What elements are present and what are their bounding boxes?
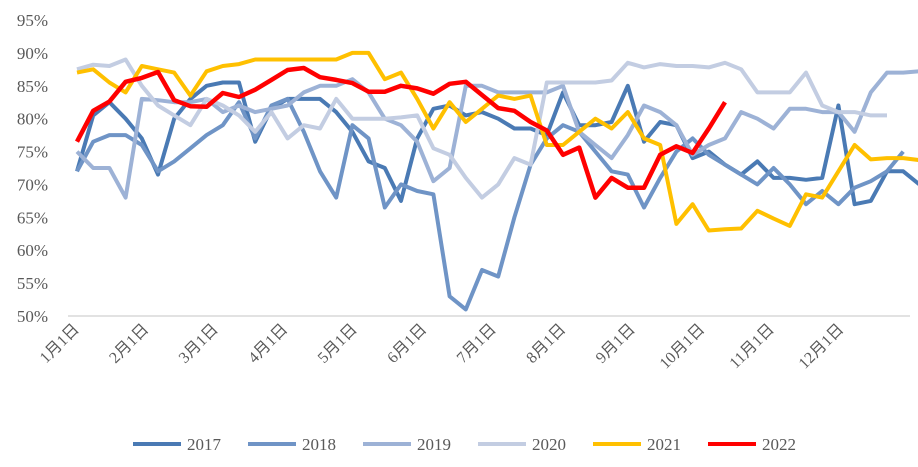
legend-label: 2022 — [762, 435, 796, 454]
x-tick-label: 5月1日 — [315, 321, 361, 367]
legend-label: 2020 — [532, 435, 566, 454]
x-tick-label: 11月1日 — [727, 321, 778, 372]
x-tick-label: 3月1日 — [176, 321, 222, 367]
legend-label: 2017 — [187, 435, 222, 454]
legend-label: 2021 — [647, 435, 681, 454]
x-tick-label: 4月1日 — [245, 321, 291, 367]
legend-label: 2019 — [417, 435, 451, 454]
legend-label: 2018 — [302, 435, 336, 454]
y-tick-label: 95% — [17, 11, 48, 30]
y-tick-label: 85% — [17, 77, 48, 96]
series-line-2019 — [75, 69, 918, 200]
x-tick-label: 8月1日 — [523, 321, 569, 367]
x-tick-label: 7月1日 — [454, 321, 500, 367]
x-tick-label: 12月1日 — [796, 321, 848, 373]
x-tick-label: 1月1日 — [37, 321, 83, 367]
y-tick-label: 55% — [17, 274, 48, 293]
series-line-2018 — [75, 96, 905, 312]
x-tick-label: 10月1日 — [657, 321, 709, 373]
y-tick-label: 65% — [17, 208, 48, 227]
x-tick-label: 6月1日 — [384, 321, 430, 367]
y-tick-label: 90% — [17, 44, 48, 63]
x-tick-label: 9月1日 — [593, 321, 639, 367]
y-tick-label: 50% — [17, 307, 48, 326]
x-tick-label: 2月1日 — [106, 321, 152, 367]
series-line-2022 — [75, 65, 727, 200]
y-tick-label: 75% — [17, 143, 48, 162]
series-line-2017 — [75, 80, 918, 207]
y-tick-label: 80% — [17, 110, 48, 129]
y-tick-label: 70% — [17, 175, 48, 194]
y-tick-label: 60% — [17, 241, 48, 260]
series-line-2021 — [76, 50, 918, 233]
